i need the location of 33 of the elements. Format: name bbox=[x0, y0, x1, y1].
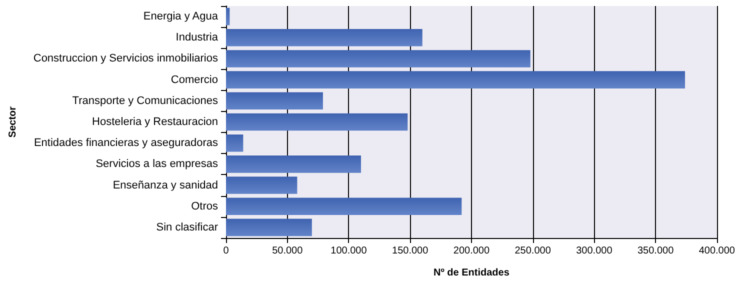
x-tick-label: 200.000 bbox=[453, 246, 490, 256]
bar bbox=[226, 113, 408, 131]
y-tick-label: Comercio bbox=[170, 74, 218, 86]
x-tick-label: 250.000 bbox=[514, 246, 552, 256]
x-tick-label: 300.000 bbox=[576, 246, 613, 256]
x-tick-label: 150.000 bbox=[392, 246, 429, 256]
y-tick-label: Hosteleria y Restauracion bbox=[92, 116, 218, 128]
bar bbox=[226, 156, 362, 173]
x-tick-label: 0 bbox=[223, 246, 230, 256]
bar bbox=[226, 134, 244, 152]
y-tick-label: Entidades financieras y aseguradoras bbox=[34, 137, 218, 150]
y-axis-title: Sector bbox=[8, 106, 18, 138]
bar bbox=[226, 50, 530, 68]
y-tick-label: Otros bbox=[191, 200, 218, 212]
x-tick-label: 100.000 bbox=[330, 246, 368, 256]
y-tick-label: Energia y Agua bbox=[143, 10, 219, 23]
y-tick-label: Industria bbox=[176, 32, 219, 44]
y-tick-label: Sin clasificar bbox=[156, 221, 218, 234]
bar bbox=[226, 28, 422, 46]
bar bbox=[226, 218, 312, 236]
bar bbox=[226, 71, 686, 88]
y-tick-label: Construccion y Servicios inmobiliarios bbox=[33, 52, 218, 65]
x-tick-label: 50.000 bbox=[272, 246, 304, 256]
bar bbox=[226, 198, 462, 216]
y-tick-label: Servicios a las empresas bbox=[96, 158, 218, 170]
bar bbox=[226, 92, 323, 110]
bar bbox=[226, 176, 298, 194]
x-axis-title: Nº de Entidades bbox=[434, 268, 510, 278]
bar bbox=[226, 8, 230, 26]
x-tick-label: 350.000 bbox=[637, 246, 674, 256]
y-tick-label: Transporte y Comunicaciones bbox=[72, 94, 218, 107]
y-tick-label: Enseñanza y sanidad bbox=[112, 179, 218, 192]
x-tick-label: 400.000 bbox=[698, 246, 736, 256]
